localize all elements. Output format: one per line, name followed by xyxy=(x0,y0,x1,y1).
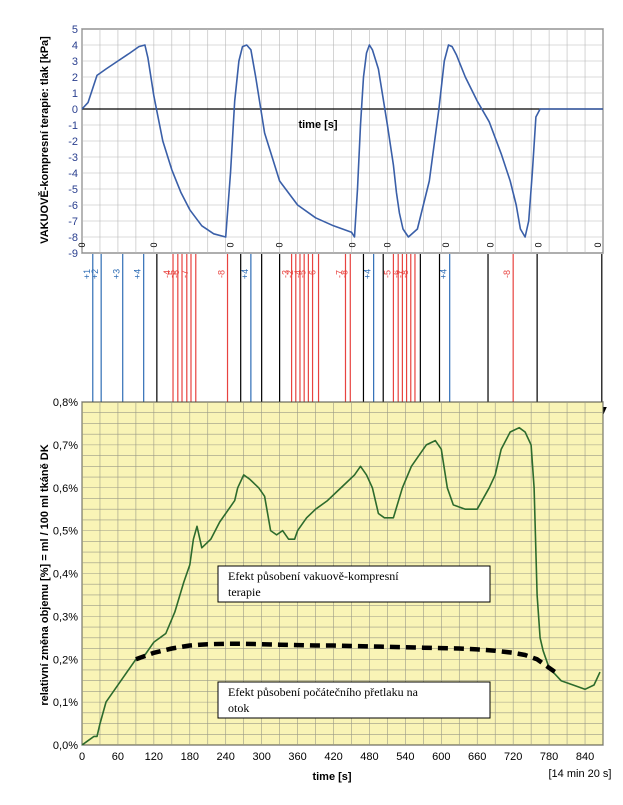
volume-y-tick-label: 0,8% xyxy=(53,397,78,409)
volume-y-tick-label: 0,0% xyxy=(53,740,78,752)
pressure-y-axis-label: VAKUOVĚ-kompresní terapie: tlak [kPa] xyxy=(38,36,51,244)
volume-x-tick-label: 780 xyxy=(540,751,558,763)
annotation-vacuum-line-2: terapie xyxy=(228,585,261,599)
pressure-time-label: time [s] xyxy=(298,119,337,131)
volume-y-tick-label: 0,2% xyxy=(53,654,78,666)
pressure-zero-marker-label: 0 xyxy=(149,242,159,247)
marker-label: -3 xyxy=(281,270,291,278)
volume-x-tick-label: 720 xyxy=(504,751,522,763)
pressure-y-tick-label: -9 xyxy=(68,248,78,260)
duration-label: [14 min 20 s] xyxy=(549,768,612,780)
markers-panel: +1+2 +3 +4 -4-5-6-7 -8 +4 -3-2-4-5 -6 -7-8 +4 -5-6… xyxy=(82,254,607,418)
pressure-zero-marker-label: 0 xyxy=(441,242,451,247)
marker-label: -5 xyxy=(382,270,392,278)
volume-y-tick-label: 0,6% xyxy=(53,483,78,495)
pressure-zero-marker-label: 0 xyxy=(382,242,392,247)
marker-label: +4 xyxy=(240,269,250,279)
annotation-overpressure-line-1: Efekt působení počátečního přetlaku na xyxy=(228,685,419,699)
pressure-zero-marker-label: 0 xyxy=(533,242,543,247)
volume-x-axis-label: time [s] xyxy=(312,771,351,783)
volume-x-tick-label: 60 xyxy=(112,751,124,763)
volume-x-tick-label: 300 xyxy=(252,751,270,763)
volume-y-axis-label: relativní změna objemu [%] = ml / 100 ml… xyxy=(39,444,51,705)
pressure-y-tick-label: -2 xyxy=(68,136,78,148)
pressure-y-tick-label: -5 xyxy=(68,184,78,196)
volume-y-tick-label: 0,4% xyxy=(53,569,78,581)
marker-label: -6 xyxy=(391,270,401,278)
volume-x-tick-label: 480 xyxy=(360,751,378,763)
volume-x-tick-label: 420 xyxy=(324,751,342,763)
marker-label: -7 xyxy=(180,270,190,278)
volume-y-tick-label: 0,1% xyxy=(53,697,78,709)
marker-label: -8 xyxy=(217,270,227,278)
marker-label: +4 xyxy=(133,269,143,279)
pressure-y-tick-label: 2 xyxy=(72,72,78,84)
pressure-zero-marker-label: 0 xyxy=(226,242,236,247)
pressure-y-tick-label: -6 xyxy=(68,200,78,212)
pressure-y-tick-label: 0 xyxy=(72,104,78,116)
annotation-initial-overpressure: Efekt působení počátečního přetlaku na o… xyxy=(217,681,491,719)
marker-label: -6 xyxy=(308,270,318,278)
marker-label: -8 xyxy=(502,270,512,278)
marker-label: -8 xyxy=(339,270,349,278)
volume-x-tick-label: 120 xyxy=(145,751,163,763)
volume-x-tick-label: 240 xyxy=(217,751,235,763)
marker-label: -7 xyxy=(396,270,406,278)
pressure-y-tick-label: 1 xyxy=(72,88,78,100)
marker-label: +4 xyxy=(363,269,373,279)
marker-label: -5 xyxy=(297,270,307,278)
pressure-zero-marker-label: 0 xyxy=(593,242,603,247)
pressure-zero-marker-label: 0 xyxy=(77,242,87,247)
volume-y-tick-label: 0,7% xyxy=(53,440,78,452)
volume-change-series xyxy=(81,426,601,746)
pressure-y-tick-label: -8 xyxy=(68,232,78,244)
pressure-zero-marker-label: 0 xyxy=(485,242,495,247)
marker-label: -5 xyxy=(167,270,177,278)
marker-label: +2 xyxy=(90,269,100,279)
volume-y-tick-label: 0,5% xyxy=(53,526,78,538)
annotation-vacuum-compression: Efekt působení vakuově-kompresní terapie xyxy=(217,565,491,603)
marker-label: +1 xyxy=(82,269,92,279)
volume-x-tick-label: 660 xyxy=(468,751,486,763)
pressure-y-tick-label: 5 xyxy=(72,24,78,36)
marker-label: +4 xyxy=(439,269,449,279)
marker-label: -6 xyxy=(171,270,181,278)
volume-x-tick-label: 180 xyxy=(181,751,199,763)
volume-x-tick-label: 360 xyxy=(288,751,306,763)
volume-y-tick-label: 0,3% xyxy=(53,611,78,623)
pressure-zero-marker-label: 0 xyxy=(275,242,285,247)
volume-x-tick-label: 840 xyxy=(576,751,594,763)
pressure-zero-marker-label: 0 xyxy=(348,242,358,247)
pressure-y-tick-label: -1 xyxy=(68,120,78,132)
annotation-vacuum-line-1: Efekt působení vakuově-kompresní xyxy=(228,569,399,583)
pressure-y-tick-label: -4 xyxy=(68,168,78,180)
marker-label: -4 xyxy=(162,270,172,278)
marker-label: -2 xyxy=(285,270,295,278)
annotation-overpressure-line-2: otok xyxy=(228,701,249,715)
pressure-y-tick-label: 3 xyxy=(72,56,78,68)
marker-label: -7 xyxy=(334,270,344,278)
pressure-series-line xyxy=(81,44,603,238)
pressure-y-tick-label: 4 xyxy=(72,40,78,52)
volume-x-tick-label: 540 xyxy=(396,751,414,763)
initial-overpressure-series xyxy=(135,641,557,674)
volume-x-tick-label: 600 xyxy=(432,751,450,763)
marker-label: -4 xyxy=(293,270,303,278)
marker-label: +3 xyxy=(112,269,122,279)
marker-label: -8 xyxy=(400,270,410,278)
volume-x-tick-label: 0 xyxy=(79,751,85,763)
pressure-y-tick-label: -3 xyxy=(68,152,78,164)
pressure-y-tick-label: -7 xyxy=(68,216,78,228)
